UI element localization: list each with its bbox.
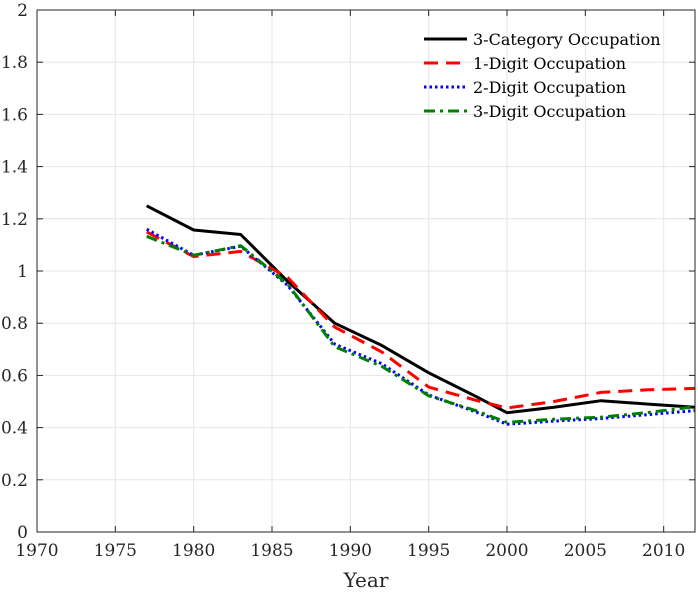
y-tick-label: 1.2	[1, 210, 28, 230]
series-line-2	[146, 230, 696, 410]
x-tick-label: 1980	[172, 541, 215, 561]
x-tick-label: 2010	[642, 541, 685, 561]
x-tick-label: 1985	[250, 541, 293, 561]
y-tick-label: 0.6	[1, 366, 28, 386]
y-tick-label: 1.6	[1, 105, 28, 125]
x-tick-label: 2000	[485, 541, 528, 561]
y-tick-label: 2	[17, 1, 28, 21]
y-tick-label: 0.8	[1, 314, 28, 334]
legend: 3-Category Occupation 1-Digit Occupation 2…	[424, 30, 661, 121]
y-tick-label: 0	[17, 523, 28, 543]
axes	[36, 9, 696, 533]
y-tick-label: 1.8	[1, 53, 28, 73]
x-tick-label: 1995	[407, 541, 450, 561]
legend-label-2: 1-Digit Occupation	[473, 54, 626, 73]
x-tick-label: 1970	[15, 541, 58, 561]
x-tick-label: 1990	[329, 541, 372, 561]
y-tick-label: 0.4	[1, 419, 28, 439]
x-axis-title: Year	[343, 568, 389, 592]
x-tick-label: 1975	[94, 541, 137, 561]
y-tick-label: 0.2	[1, 471, 28, 491]
y-tick-label: 1.4	[1, 158, 28, 178]
legend-label-1: 3-Category Occupation	[473, 30, 661, 49]
tick-labels: 1970 1975 1980 1985 1990 1995 2000 2005 2010 0 0.2…	[1, 1, 685, 561]
legend-label-4: 3-Digit Occupation	[473, 102, 626, 121]
series-line-4	[146, 234, 696, 424]
y-tick-label: 1	[17, 262, 28, 282]
series-lines	[145, 204, 696, 426]
series-line-1	[146, 204, 696, 415]
x-tick-label: 2005	[564, 541, 607, 561]
legend-label-3: 2-Digit Occupation	[473, 78, 626, 97]
